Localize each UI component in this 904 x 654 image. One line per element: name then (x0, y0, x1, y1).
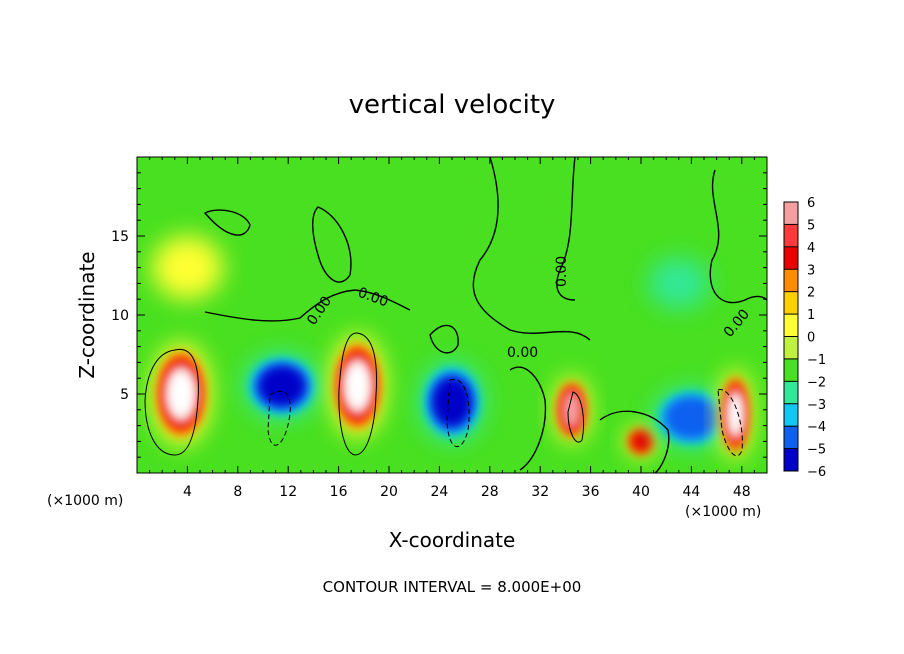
y-tick-label: 5 (120, 387, 129, 403)
y-axis-label: Z-coordinate (75, 251, 99, 378)
colorbar: 6 5 4 3 2 1 0 −1 −2 −3 −4 −5 −6 (783, 196, 826, 480)
x-tick-label: 40 (632, 484, 650, 500)
velocity-cell (151, 342, 211, 446)
colorbar-label: −5 (807, 443, 826, 458)
contour-positive-line (144, 348, 199, 456)
contour-zero-line (429, 324, 459, 354)
contour-zero-line (203, 209, 251, 236)
colorbar-swatch (784, 291, 798, 315)
colorbar-label: 1 (807, 308, 815, 323)
velocity-cell (151, 235, 224, 300)
y-tick-label: 15 (111, 229, 129, 245)
velocity-cell (625, 426, 657, 457)
chart-title: vertical velocity (349, 90, 556, 120)
contour-negative-line (717, 389, 743, 457)
x-tick-label: 24 (430, 484, 448, 500)
contour-negative-line (446, 378, 470, 448)
plot-area: 0.00 0.00 0.00 0.00 0.00 (137, 157, 767, 473)
velocity-band (664, 396, 719, 440)
colorbar-swatch (784, 448, 798, 472)
x-tick-label: 44 (682, 484, 700, 500)
x-tick-label: 48 (733, 484, 751, 500)
x-tick-label: 32 (531, 484, 549, 500)
colorbar-swatch (784, 381, 798, 405)
velocity-band (728, 393, 743, 437)
colorbar-swatch (784, 426, 798, 450)
colorbar-label: −1 (807, 353, 826, 368)
colorbar-label: −3 (807, 398, 826, 413)
contour-label: 0.00 (507, 345, 538, 361)
colorbar-label: 5 (807, 218, 815, 233)
contour-zero-line (709, 169, 767, 304)
contour-zero-line (204, 289, 411, 322)
x-tick-label: 12 (279, 484, 297, 500)
x-tick-label: 20 (380, 484, 398, 500)
velocity-cell (243, 352, 321, 420)
y-axis-ticks: 5 10 15 (111, 172, 767, 458)
velocity-cell (554, 376, 590, 444)
x-axis-unit-left: (×1000 m) (47, 493, 123, 509)
colorbar-swatch (784, 224, 798, 248)
velocity-band (344, 361, 371, 411)
velocity-band (432, 378, 472, 426)
contour-zero-line (472, 157, 591, 341)
x-tick-label: 16 (330, 484, 348, 500)
velocity-cell (330, 334, 385, 438)
colorbar-label: −6 (807, 465, 826, 480)
colorbar-label: 3 (807, 263, 815, 278)
contour-interval-note: CONTOUR INTERVAL = 8.000E+00 (323, 578, 582, 596)
colorbar-swatch (784, 246, 798, 270)
contour-zero-line (556, 157, 576, 301)
contour-lines (144, 157, 767, 473)
x-axis-unit-right: (×1000 m) (685, 504, 761, 520)
velocity-band (630, 430, 652, 453)
colorbar-label: −4 (807, 420, 826, 435)
colorbar-swatch (784, 403, 798, 427)
x-axis-label: X-coordinate (389, 528, 516, 552)
contour-positive-line (338, 332, 377, 456)
x-tick-label: 28 (481, 484, 499, 500)
colorbar-label: 4 (807, 241, 815, 256)
velocity-cell (652, 386, 731, 449)
x-tick-label: 8 (233, 484, 242, 500)
colorbar-swatch (784, 269, 798, 293)
velocity-band (648, 257, 710, 309)
velocity-cell (648, 257, 710, 309)
colorbar-swatch (784, 358, 798, 382)
contour-zero-line (599, 410, 670, 473)
velocity-band (151, 235, 224, 300)
velocity-band (167, 369, 196, 419)
colorbar-label: 2 (807, 286, 815, 301)
contour-negative-line (267, 390, 291, 446)
contour-positive-line (567, 391, 585, 443)
colorbar-label: 6 (807, 196, 815, 211)
x-tick-label: 4 (183, 484, 192, 500)
velocity-band (561, 390, 582, 430)
velocity-cell (419, 360, 485, 443)
colorbar-swatch (784, 336, 798, 360)
colorbar-label: 0 (807, 331, 815, 346)
colorbar-swatch (784, 314, 798, 337)
velocity-cell (719, 369, 752, 461)
colorbar-label: −2 (807, 375, 826, 390)
x-tick-label: 36 (582, 484, 600, 500)
velocity-field (151, 235, 752, 461)
contour-zero-line (312, 206, 352, 283)
velocity-band (259, 366, 305, 406)
contour-zero-line (509, 366, 547, 471)
contour-label: 0.00 (554, 256, 570, 287)
x-axis-ticks: 4 8 12 16 20 24 28 32 36 40 44 48 (149, 157, 755, 500)
y-tick-label: 10 (111, 308, 129, 324)
colorbar-swatch (784, 202, 798, 225)
